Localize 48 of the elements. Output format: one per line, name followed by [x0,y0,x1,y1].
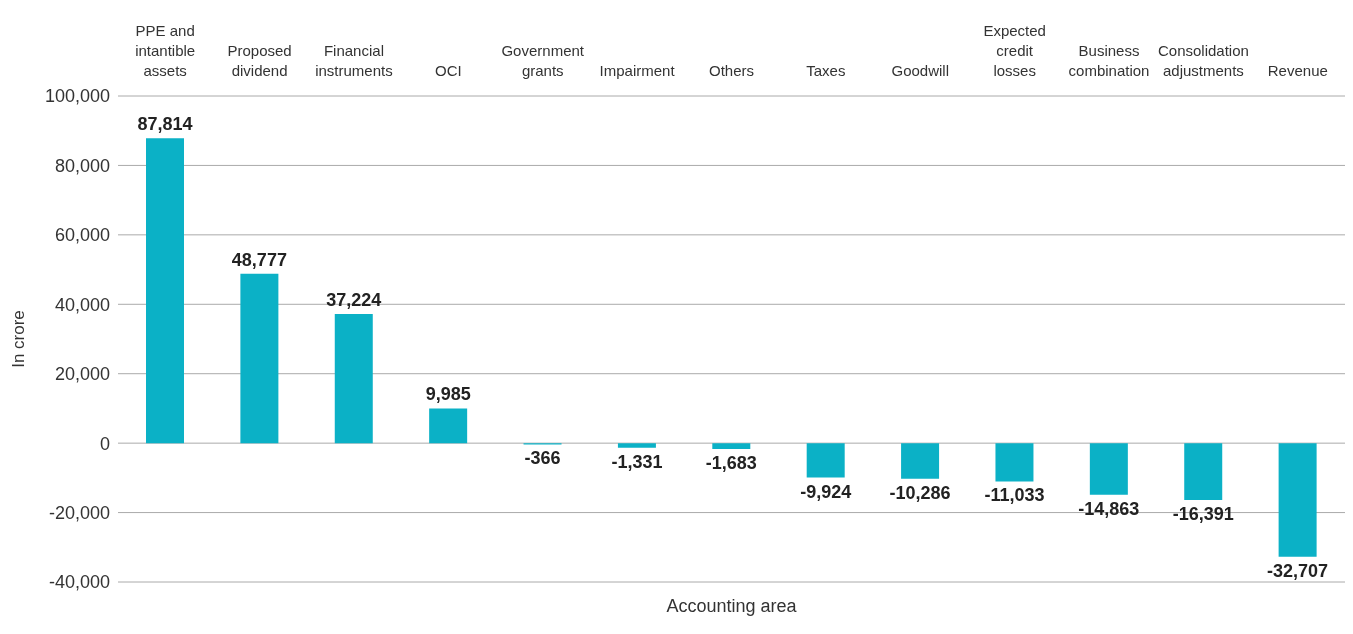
x-tick-label: Expected credit losses [983,22,1046,79]
y-tick-label: 20,000 [54,364,110,385]
bar [1184,443,1223,501]
y-tick-label: 80,000 [54,155,110,176]
bar [429,408,468,444]
x-tick-label: Taxes [806,62,846,79]
bar [901,443,940,479]
x-tick-label: OCI [435,62,462,79]
x-tick-label: Proposed dividend [227,42,292,79]
x-tick-label: Financial instruments [315,42,393,79]
bar [806,443,845,478]
bar [146,138,184,444]
x-axis-title: Accounting area [665,596,798,617]
x-tick-label: Consolidation adjustments [1157,42,1249,79]
bar [712,443,751,449]
y-tick-label: -20,000 [48,502,110,523]
x-tick-label: Government grants [501,42,585,79]
x-tick-label: Impairment [599,62,676,79]
x-tick-label: Goodwill [891,62,950,79]
data-label: -10,286 [889,482,951,503]
bar [1089,443,1128,495]
x-tick-label: Business combination [1068,42,1150,79]
data-label: -11,033 [984,485,1045,506]
data-label: -1,683 [705,452,757,473]
bar [617,443,656,448]
data-label: -1,331 [611,451,663,472]
bar [334,313,373,444]
data-label: 48,777 [231,249,287,270]
data-label: -16,391 [1172,504,1234,525]
y-tick-label: -40,000 [48,572,110,593]
x-tick-label: PPE and intantible assets [135,22,196,79]
data-label: 87,814 [137,114,193,135]
x-tick-label: Revenue [1267,62,1328,79]
y-axis-title: In crore [9,310,29,368]
data-label: -32,707 [1267,560,1329,581]
data-label: -366 [524,448,561,469]
bar [1278,443,1317,557]
y-tick-label: 40,000 [54,294,110,315]
bar [995,443,1034,482]
y-tick-label: 60,000 [54,225,110,246]
data-label: 9,985 [425,384,471,405]
data-label: 37,224 [326,289,382,310]
data-label: -14,863 [1078,498,1140,519]
bar [240,273,279,444]
x-tick-label: Others [708,62,755,79]
data-label: -9,924 [800,481,852,502]
y-tick-label: 100,000 [44,86,110,107]
y-tick-label: 0 [99,433,110,454]
